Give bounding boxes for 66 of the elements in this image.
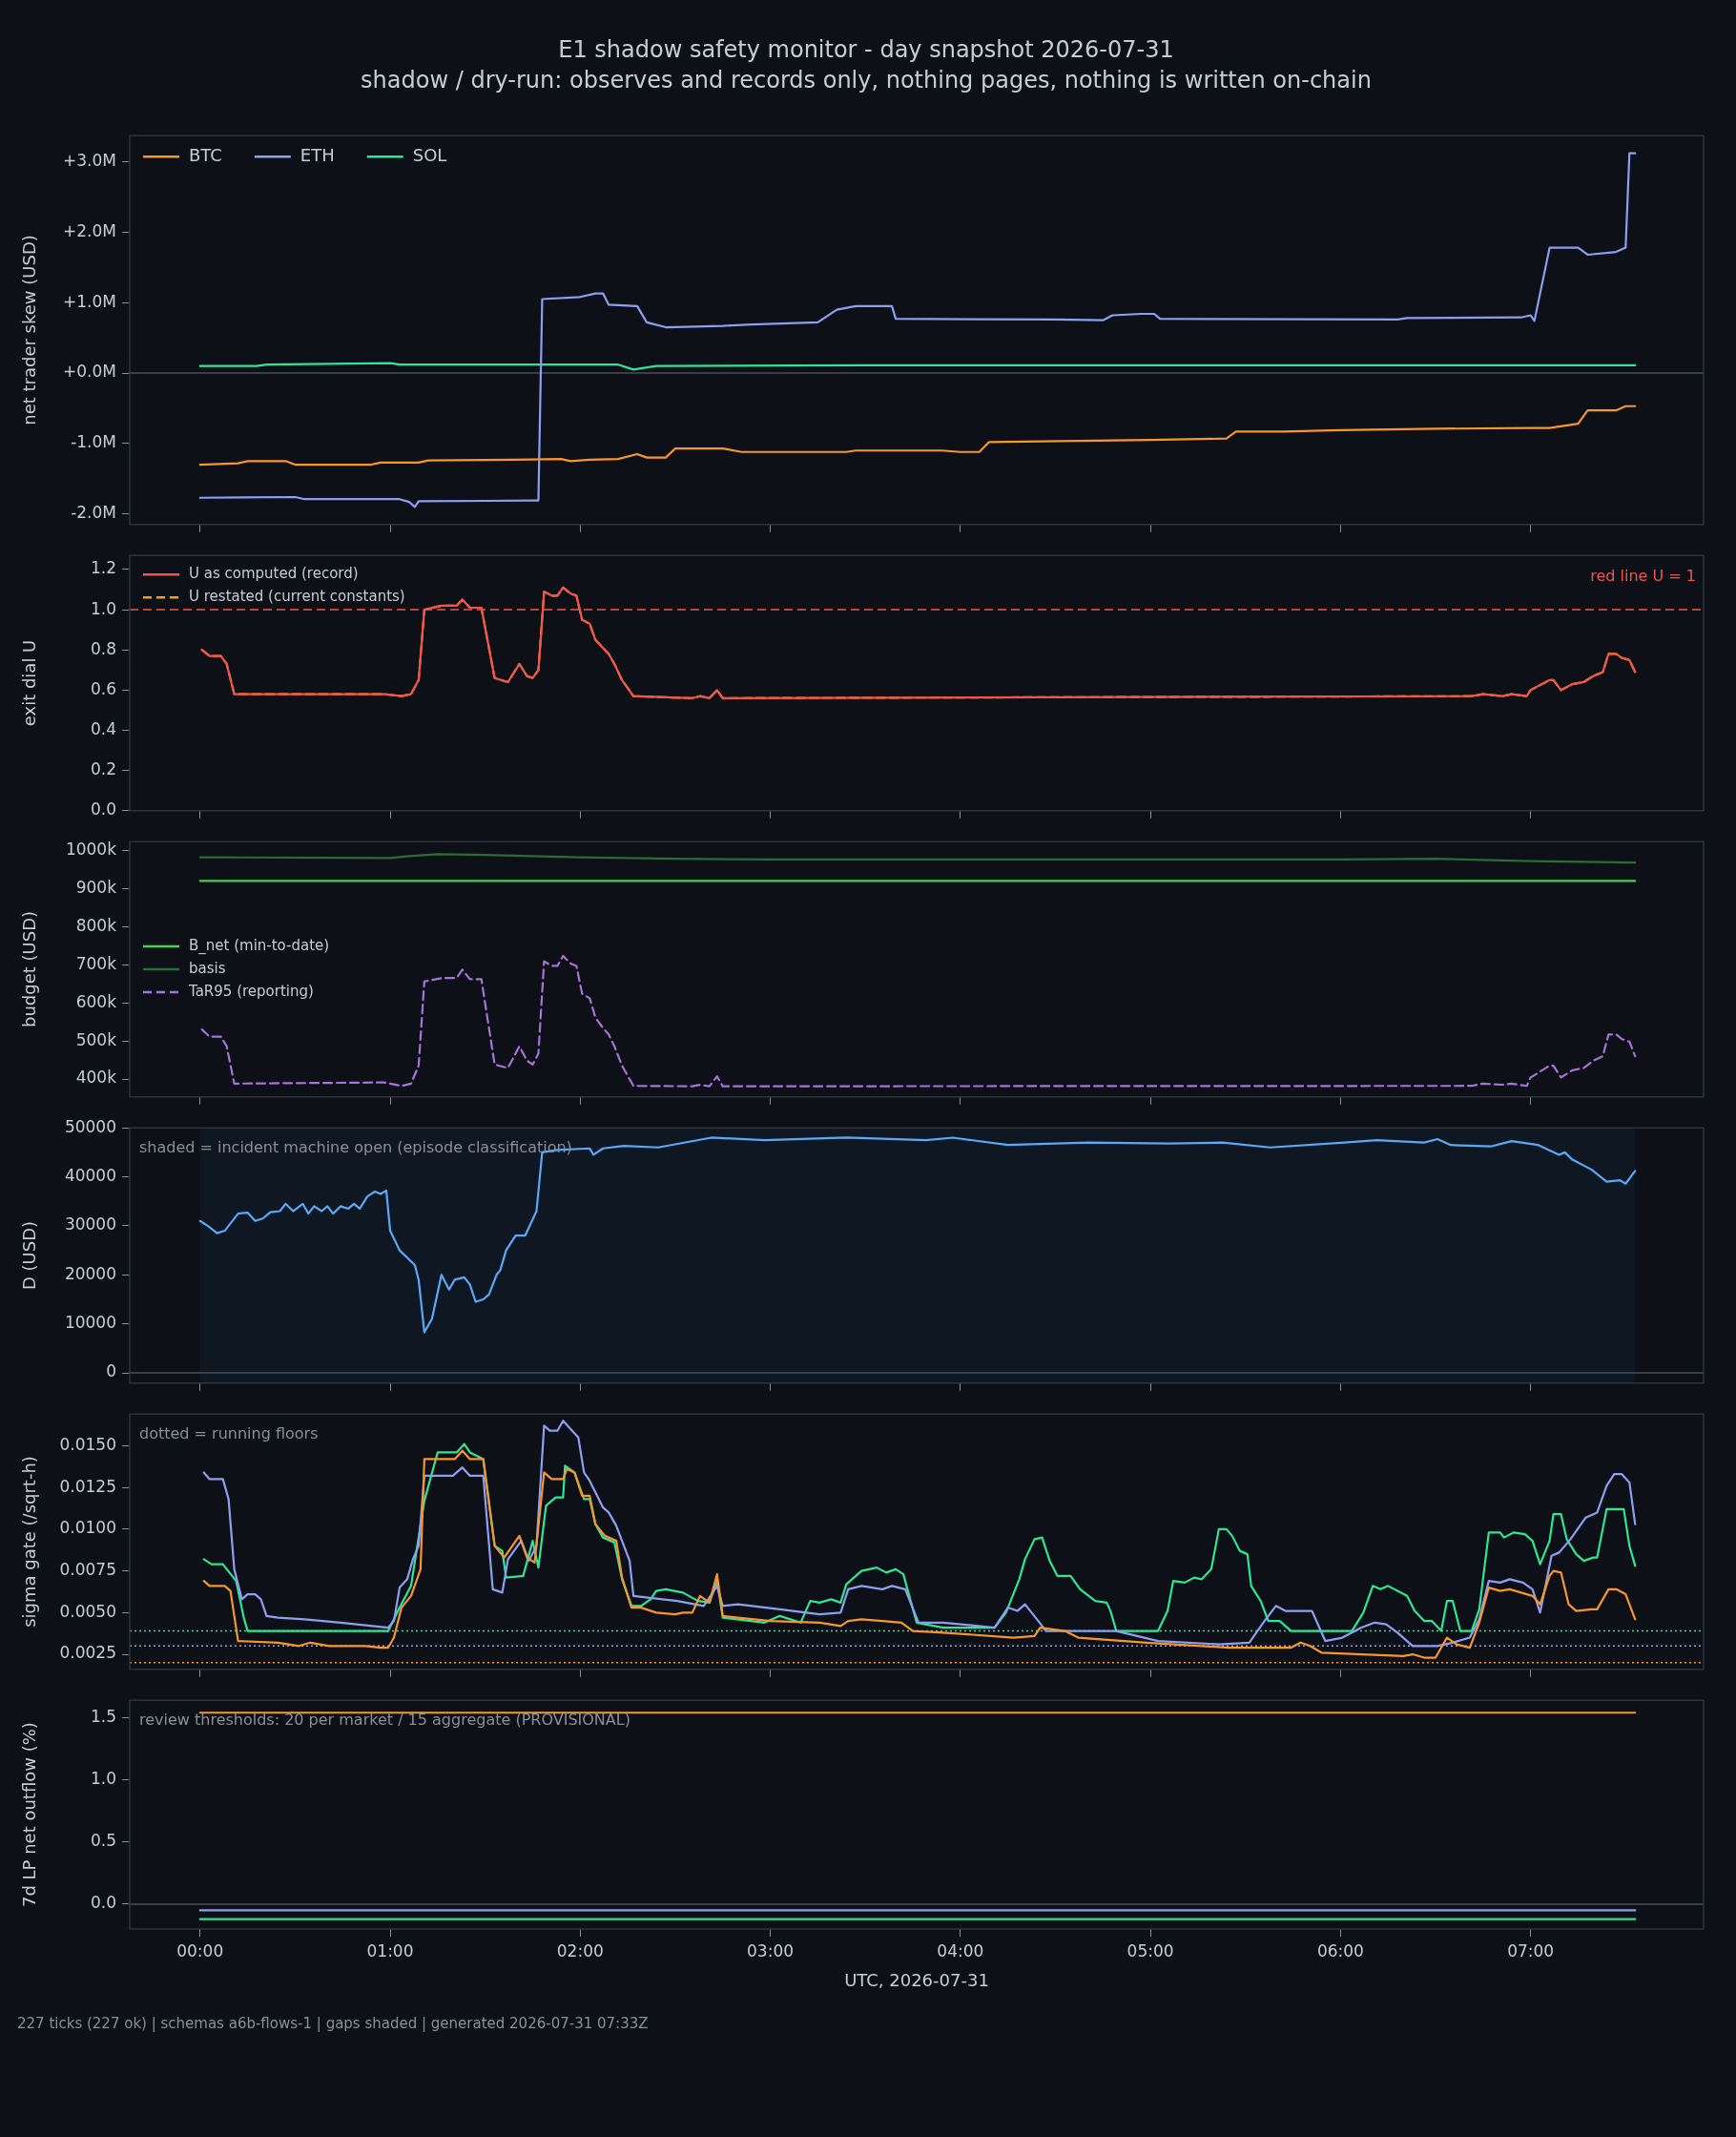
y-tick-label: +0.0M bbox=[63, 362, 116, 382]
x-axis-title: UTC, 2026-07-31 bbox=[844, 1969, 989, 1990]
legend-label: U as computed (record) bbox=[189, 565, 359, 583]
y-tick-label: 40000 bbox=[64, 1165, 116, 1185]
y-tick-label: 800k bbox=[75, 915, 117, 935]
y-axis-title: sigma gate (/sqrt-h) bbox=[19, 1456, 40, 1628]
y-axis-title: net trader skew (USD) bbox=[19, 235, 40, 425]
x-tick-label: 07:00 bbox=[1507, 1940, 1555, 1961]
y-tick-label: -1.0M bbox=[71, 432, 116, 452]
y-tick-label: 0.0100 bbox=[59, 1518, 116, 1538]
legend-label: U restated (current constants) bbox=[189, 588, 405, 606]
y-tick-label: 1.5 bbox=[90, 1706, 116, 1726]
y-tick-label: 30000 bbox=[64, 1214, 116, 1234]
text: 227 ticks (227 ok) | schemas a6b-flows-1 | gaps shaded | generated 2026-07-31 07:33Z bbox=[16, 2014, 650, 2032]
x-tick-label: 00:00 bbox=[176, 1940, 224, 1961]
x-tick-label: 04:00 bbox=[937, 1940, 984, 1961]
y-tick-label: 50000 bbox=[64, 1116, 116, 1136]
ref-line-label: red line U = 1 bbox=[1590, 567, 1696, 586]
y-axis-title: budget (USD) bbox=[19, 910, 40, 1028]
y-tick-label: 500k bbox=[75, 1029, 117, 1049]
y-tick-label: 20000 bbox=[64, 1263, 116, 1283]
x-tick-label: 05:00 bbox=[1126, 1940, 1174, 1961]
y-tick-label: 10000 bbox=[64, 1313, 116, 1333]
y-axis-title: 7d LP net outflow (%) bbox=[19, 1722, 40, 1908]
y-tick-label: 0.0050 bbox=[59, 1601, 116, 1621]
chart-subtitle: shadow / dry-run: observes and records only, nothing pages, nothing is written on-chain bbox=[360, 66, 1373, 95]
y-axis-title: D (USD) bbox=[19, 1220, 40, 1291]
y-tick-label: 0.0 bbox=[90, 1893, 116, 1913]
y-tick-label: 0.0025 bbox=[59, 1643, 116, 1663]
y-tick-label: 400k bbox=[75, 1068, 117, 1088]
band-label: shaded = incident machine open (episode classification) bbox=[139, 1138, 572, 1157]
y-tick-label: +1.0M bbox=[63, 291, 116, 311]
y-tick-label: -2.0M bbox=[71, 503, 116, 523]
x-tick-label: 01:00 bbox=[366, 1940, 414, 1961]
y-tick-label: +3.0M bbox=[63, 150, 116, 170]
y-tick-label: 700k bbox=[75, 953, 117, 973]
y-tick-label: 0.0 bbox=[90, 799, 116, 820]
y-tick-label: 0.6 bbox=[90, 678, 116, 698]
legend-label: ETH bbox=[300, 144, 335, 165]
y-tick-label: 1.0 bbox=[90, 1769, 116, 1789]
y-tick-label: 0.5 bbox=[90, 1831, 116, 1851]
y-tick-label: 0.4 bbox=[90, 718, 116, 738]
y-tick-label: 600k bbox=[75, 991, 117, 1011]
legend-label: basis bbox=[189, 959, 226, 977]
legend-label: SOL bbox=[412, 144, 447, 165]
y-tick-label: 1000k bbox=[65, 839, 117, 859]
x-tick-label: 03:00 bbox=[747, 1940, 795, 1961]
y-tick-label: 0.0075 bbox=[59, 1560, 116, 1580]
y-tick-label: 1.0 bbox=[90, 598, 116, 618]
legend-label: B_net (min-to-date) bbox=[189, 936, 330, 955]
annotation: dotted = running floors bbox=[139, 1424, 319, 1443]
y-axis-title: exit dial U bbox=[19, 639, 40, 727]
y-tick-label: 1.2 bbox=[90, 558, 116, 578]
y-tick-label: 0.2 bbox=[90, 759, 116, 779]
y-tick-label: 0 bbox=[106, 1361, 116, 1381]
x-tick-label: 02:00 bbox=[556, 1940, 604, 1961]
y-tick-label: 0.8 bbox=[90, 638, 116, 658]
legend-label: TaR95 (reporting) bbox=[188, 982, 314, 1000]
y-tick-label: 0.0125 bbox=[59, 1476, 116, 1496]
y-tick-label: +2.0M bbox=[63, 220, 116, 240]
annotation: review thresholds: 20 per market / 15 aggregate (PROVISIONAL) bbox=[139, 1711, 630, 1730]
chart-title: E1 shadow safety monitor - day snapshot 2026-07-31 bbox=[557, 35, 1175, 65]
legend-label: BTC bbox=[189, 144, 222, 165]
y-tick-label: 900k bbox=[75, 877, 117, 897]
x-tick-label: 06:00 bbox=[1316, 1940, 1364, 1961]
y-tick-label: 0.0150 bbox=[59, 1434, 116, 1454]
